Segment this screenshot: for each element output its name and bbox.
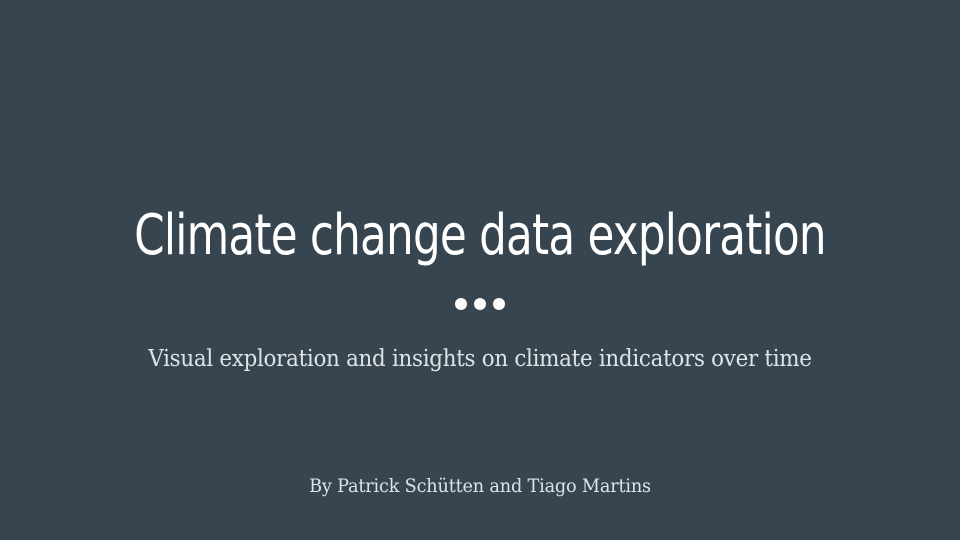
slide-subtitle: Visual exploration and insights on clima… bbox=[148, 346, 812, 372]
dot-icon bbox=[474, 298, 486, 310]
author-byline: By Patrick Schütten and Tiago Martins bbox=[309, 475, 651, 497]
dot-icon bbox=[493, 298, 505, 310]
slide-title: Climate change data exploration bbox=[134, 203, 826, 268]
dot-icon bbox=[455, 298, 467, 310]
ellipsis-dots-icon bbox=[455, 298, 505, 310]
